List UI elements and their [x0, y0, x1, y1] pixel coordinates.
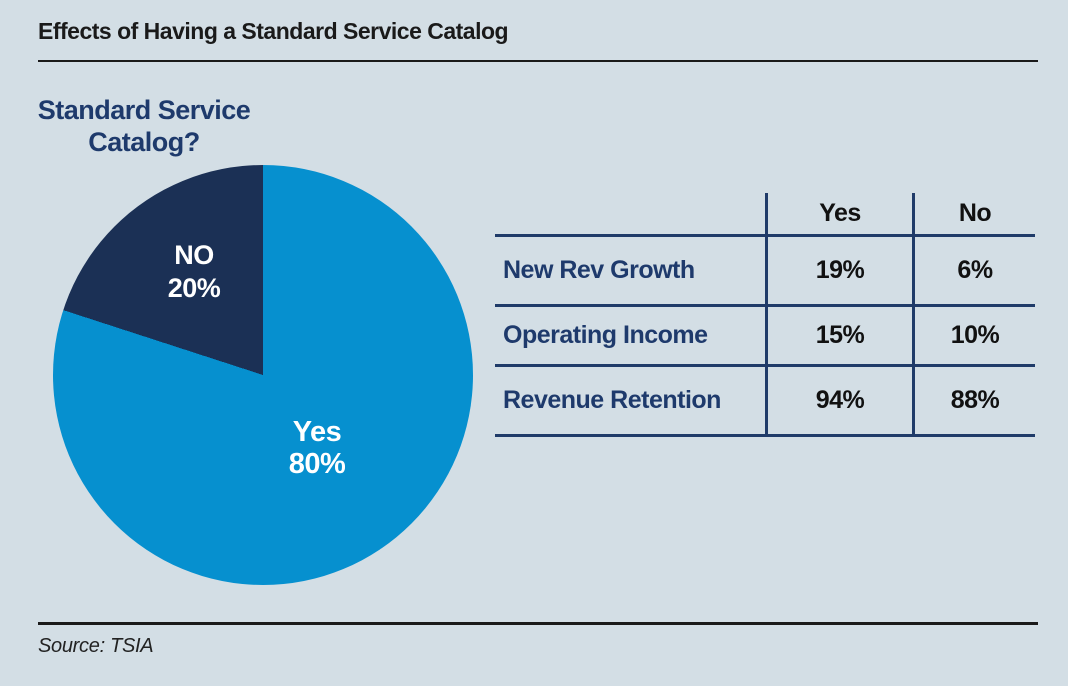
pie-heading-line2: Catalog? [88, 127, 200, 157]
table-cell-no: 10% [915, 307, 1035, 367]
pie-heading-line1: Standard Service [37, 95, 251, 125]
footer-divider [38, 622, 1038, 625]
table-row-label: New Rev Growth [495, 237, 768, 307]
table-cell-yes: 15% [768, 307, 915, 367]
table-cell-yes: 94% [768, 367, 915, 437]
figure-title: Effects of Having a Standard Service Cat… [38, 18, 509, 44]
pie-slice-label-yes: Yes 80% [252, 416, 382, 480]
metrics-table: Yes No New Rev Growth 19% 6% Operating I… [495, 193, 1035, 437]
pie-slice-no-name: NO [174, 240, 214, 270]
pie-chart-heading: Standard Service Catalog? [28, 94, 260, 158]
table-cell-no: 88% [915, 367, 1035, 437]
table-header-yes: Yes [768, 193, 915, 237]
source-credit: Source: TSIA [38, 635, 154, 657]
table-row-label: Revenue Retention [495, 367, 768, 437]
table-cell-no: 6% [915, 237, 1035, 307]
pie-chart: NO 20% Yes 80% [53, 165, 473, 585]
title-divider [38, 60, 1038, 62]
pie-slice-no-value: 20% [167, 273, 221, 303]
table-cell-yes: 19% [768, 237, 915, 307]
pie-slice-yes-name: Yes [292, 416, 342, 448]
pie-slice-label-no: NO 20% [129, 239, 259, 305]
table-header-no: No [915, 193, 1035, 237]
table-header-blank [495, 193, 768, 237]
table-row-label: Operating Income [495, 307, 768, 367]
pie-slice-yes-value: 80% [288, 448, 346, 480]
